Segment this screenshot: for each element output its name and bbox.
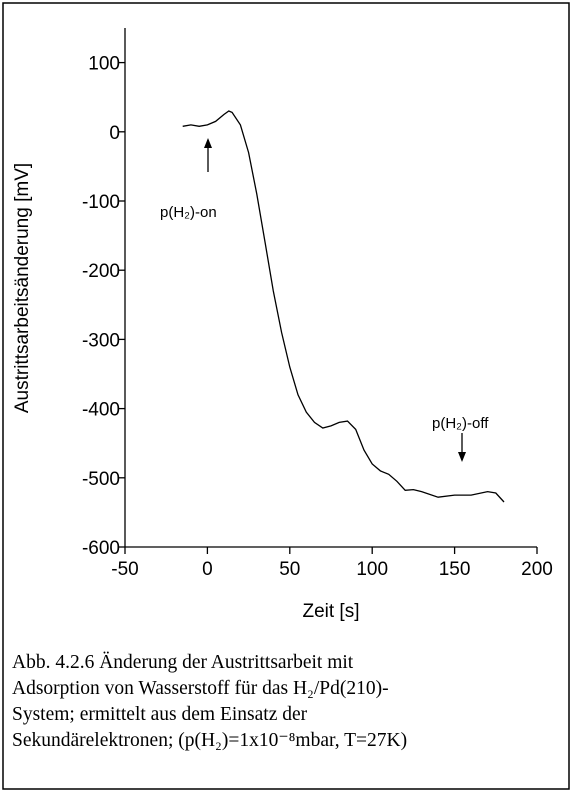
y-tick-label: -500 (82, 469, 120, 490)
x-tick-label: 50 (279, 559, 300, 580)
annotation: p(H₂)-on (160, 204, 217, 221)
x-axis-label: Zeit [s] (302, 601, 359, 622)
y-axis-label: Austrittsarbeitsänderung [mV] (12, 163, 33, 413)
y-tick-label: 0 (109, 123, 120, 144)
y-tick-label: -100 (82, 192, 120, 213)
caption-line: System; ermittelt aus dem Einsatz der (12, 704, 308, 725)
caption-line: Abb. 4.2.6 Änderung der Austrittsarbeit … (12, 652, 354, 673)
annotation: p(H₂)-off (432, 415, 489, 432)
x-tick-label: 0 (202, 559, 213, 580)
x-tick-label: -50 (111, 559, 138, 580)
x-tick-label: 100 (356, 559, 388, 580)
data-line (182, 110, 505, 503)
x-tick-label: 200 (521, 559, 553, 580)
y-tick-label: -600 (82, 538, 120, 559)
x-tick-label: 150 (439, 559, 471, 580)
y-tick-label: -400 (82, 400, 120, 421)
arrow-head (458, 452, 466, 462)
caption-line: Sekundärelektronen; (p(H₂)=1x10⁻⁸mbar, T… (12, 730, 407, 751)
y-tick-label: 100 (88, 54, 120, 75)
y-tick-label: -200 (82, 261, 120, 282)
caption-line: Adsorption von Wasserstoff für das H₂/Pd… (12, 678, 389, 699)
arrow-head (204, 138, 212, 148)
y-tick-label: -300 (82, 330, 120, 351)
